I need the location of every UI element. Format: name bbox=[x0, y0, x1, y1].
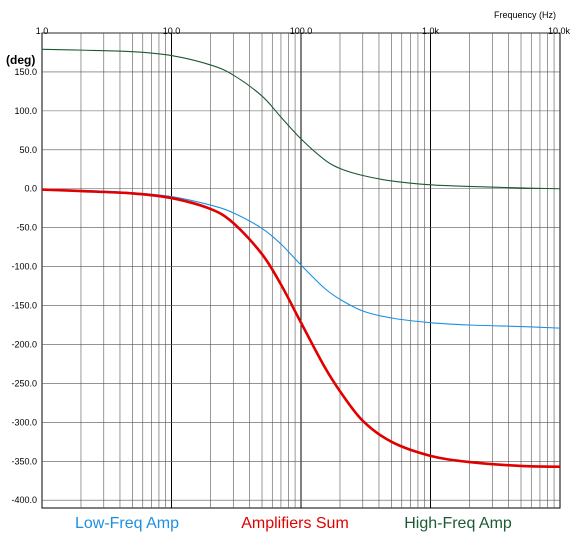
x-tick-label: 100.0 bbox=[290, 26, 313, 36]
y-tick-label: -100.0 bbox=[11, 262, 37, 272]
legend-entry: Low-Freq Amp bbox=[75, 515, 179, 532]
y-tick-label: 0.0 bbox=[24, 184, 37, 194]
x-tick-label: 10.0 bbox=[163, 26, 181, 36]
series-layer bbox=[41, 48, 561, 469]
x-axis-label: Frequency (Hz) bbox=[494, 10, 556, 20]
x-tick-label: 1.0k bbox=[422, 26, 440, 36]
x-tick-label: 10.0k bbox=[548, 26, 571, 36]
legend-entry: High-Freq Amp bbox=[404, 515, 512, 532]
series-line-high-freq-amp bbox=[41, 48, 561, 190]
y-tick-label: -350.0 bbox=[11, 456, 37, 466]
y-tick-label: 150.0 bbox=[14, 67, 37, 77]
grid bbox=[41, 32, 561, 509]
y-tick-label: -50.0 bbox=[16, 223, 37, 233]
y-tick-label: -200.0 bbox=[11, 339, 37, 349]
y-tick-label: 50.0 bbox=[19, 145, 37, 155]
y-tick-labels: 150.0 100.0 50.0 0.0 -50.0 -100.0 -150.0 -200.0… bbox=[11, 67, 37, 505]
legend: Low-Freq Amp Amplifiers Sum High-Freq Amp bbox=[75, 515, 512, 532]
x-tick-label: 1.0 bbox=[36, 26, 49, 36]
x-tick-labels: 1.0 10.0 100.0 1.0k 10.0k bbox=[36, 26, 571, 36]
y-tick-label: 100.0 bbox=[14, 106, 37, 116]
y-tick-label: -150.0 bbox=[11, 301, 37, 311]
series-line-amplifiers-sum bbox=[41, 188, 561, 469]
y-tick-label: -400.0 bbox=[11, 495, 37, 505]
legend-entry: Amplifiers Sum bbox=[241, 515, 349, 532]
y-axis-label: (deg) bbox=[6, 53, 35, 67]
y-tick-label: -300.0 bbox=[11, 417, 37, 427]
y-tick-label: -250.0 bbox=[11, 378, 37, 388]
